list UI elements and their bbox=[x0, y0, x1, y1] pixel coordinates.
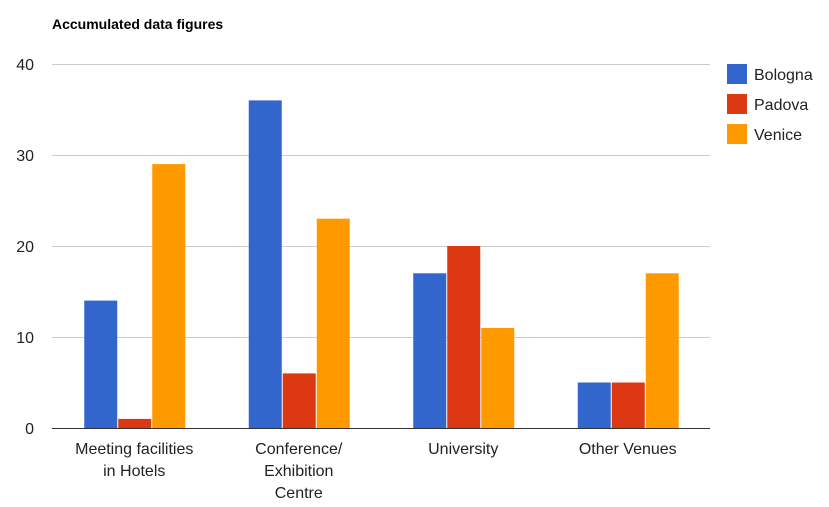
bar-padova bbox=[282, 373, 316, 428]
x-category-label: Meeting facilities in Hotels bbox=[75, 441, 193, 480]
legend-swatch-padova bbox=[727, 94, 747, 114]
y-tick-label: 10 bbox=[16, 330, 34, 347]
bar-bologna bbox=[577, 382, 611, 428]
x-category-label: University bbox=[428, 441, 498, 458]
bar-padova bbox=[118, 418, 152, 428]
y-tick-label: 20 bbox=[16, 239, 34, 256]
legend: Bologna Padova Venice bbox=[727, 64, 813, 144]
bar-venice bbox=[645, 273, 679, 428]
gridlines bbox=[52, 64, 710, 429]
bars bbox=[84, 100, 679, 429]
legend-label-venice: Venice bbox=[754, 127, 802, 144]
bar-venice bbox=[481, 327, 515, 428]
x-category-label: Conference/Exhibition Centre bbox=[255, 441, 343, 502]
bar-padova bbox=[611, 382, 645, 428]
y-tick-label: 0 bbox=[25, 421, 34, 438]
y-tick-label: 40 bbox=[16, 57, 34, 74]
bar-bologna bbox=[84, 300, 118, 428]
y-tick-label: 30 bbox=[16, 148, 34, 165]
legend-label-bologna: Bologna bbox=[754, 67, 813, 84]
legend-swatch-venice bbox=[727, 124, 747, 144]
bar-bologna bbox=[413, 273, 447, 428]
legend-swatch-bologna bbox=[727, 64, 747, 84]
x-category-label: Other Venues bbox=[579, 441, 677, 458]
bar-venice bbox=[316, 218, 350, 428]
x-axis-labels: Meeting facilities in Hotels Conference/Ex… bbox=[75, 441, 677, 502]
chart-title: Accumulated data figures bbox=[52, 16, 223, 32]
bar-bologna bbox=[248, 100, 282, 429]
bar-venice bbox=[152, 164, 186, 428]
y-axis-ticks: 0 10 20 30 40 bbox=[16, 57, 34, 438]
legend-label-padova: Padova bbox=[754, 97, 808, 114]
bar-padova bbox=[447, 246, 481, 428]
